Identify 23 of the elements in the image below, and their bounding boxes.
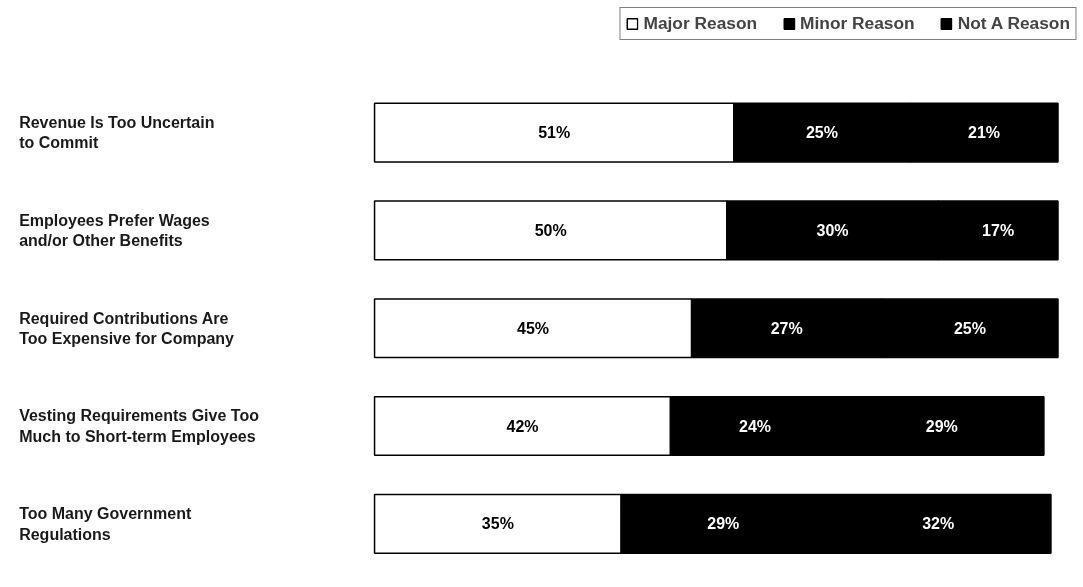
y-tick-label: Required Contributions Are Too Expensive for Company [19, 309, 235, 347]
data-label: 21% [968, 124, 1001, 142]
data-label: 32% [922, 515, 955, 533]
data-label: 24% [739, 417, 772, 435]
data-label: 29% [707, 515, 740, 533]
y-tick-label: Revenue Is Too Uncertain to Commit [19, 113, 215, 152]
data-label: 30% [816, 221, 849, 239]
data-label: 29% [925, 417, 958, 435]
legend-label: Major Reason [643, 13, 758, 34]
legend-label: Not A Reason [957, 13, 1070, 34]
data-label: 42% [506, 417, 539, 435]
legend-label: Minor Reason [800, 13, 915, 34]
y-tick-label: Vesting Requirements Give Too Much to Short-term Employees [19, 407, 260, 445]
y-tick-label: Employees Prefer Wages and/or Other Benefits [19, 211, 210, 250]
data-label: 17% [982, 221, 1015, 239]
data-label: 25% [953, 319, 986, 337]
data-label: 27% [770, 319, 803, 337]
data-label: 25% [805, 124, 838, 142]
data-label: 51% [538, 124, 571, 142]
data-label: 50% [534, 221, 567, 239]
y-tick-label: Too Many Government Regulations [19, 505, 192, 543]
data-label: 35% [481, 515, 514, 533]
data-label: 45% [517, 319, 550, 337]
